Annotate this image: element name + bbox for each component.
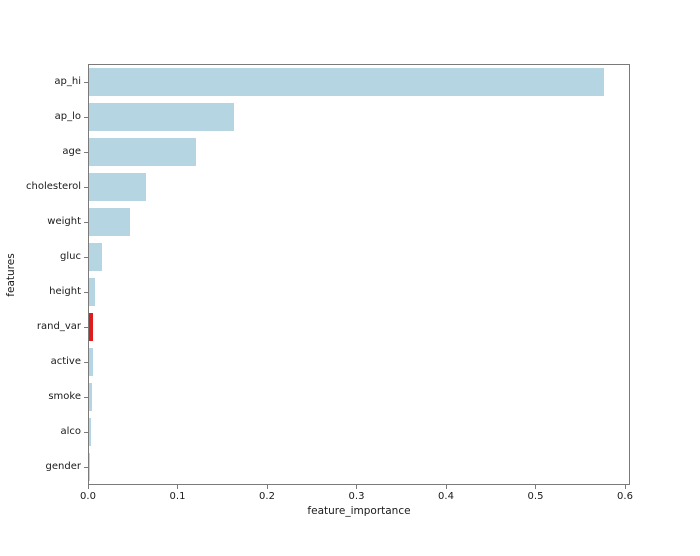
x-tick-label-0.2: 0.2 — [259, 491, 275, 502]
y-tick-mark — [84, 467, 88, 469]
bar-smoke — [89, 383, 92, 412]
x-tick-mark — [535, 485, 537, 489]
y-tick-label-age: age — [62, 145, 81, 157]
y-tick-label-rand_var: rand_var — [36, 321, 81, 333]
x-tick-mark — [266, 485, 268, 489]
x-tick-mark — [356, 485, 358, 489]
bar-weight — [89, 207, 131, 236]
y-tick-mark — [84, 432, 88, 434]
bar-height — [89, 278, 96, 307]
x-tick-label-0.3: 0.3 — [348, 491, 365, 502]
x-tick-mark — [624, 485, 626, 489]
y-tick-mark — [84, 327, 88, 329]
bar-gender — [89, 453, 90, 482]
y-tick-label-gluc: gluc — [60, 250, 81, 262]
y-tick-label-ap_hi: ap_hi — [54, 75, 81, 87]
y-axis-title: features — [5, 252, 17, 297]
bar-gluc — [89, 242, 103, 271]
y-tick-mark — [84, 116, 88, 118]
y-tick-label-active: active — [50, 356, 81, 368]
x-tick-mark — [445, 485, 447, 489]
y-tick-mark — [84, 151, 88, 153]
y-tick-label-height: height — [49, 286, 81, 298]
x-tick-label-0.0: 0.0 — [80, 491, 96, 502]
y-tick-mark — [84, 256, 88, 258]
bar-ap_lo — [89, 102, 234, 131]
y-tick-mark — [84, 221, 88, 223]
bar-rand_var — [89, 313, 94, 342]
x-tick-label-0.6: 0.6 — [617, 491, 633, 502]
y-tick-mark — [84, 397, 88, 399]
y-tick-mark — [84, 292, 88, 294]
x-tick-label-0.1: 0.1 — [169, 491, 186, 502]
bar-age — [89, 137, 197, 166]
y-tick-mark — [84, 362, 88, 364]
y-tick-label-alco: alco — [60, 426, 81, 438]
bar-alco — [89, 418, 91, 447]
y-tick-label-ap_lo: ap_lo — [54, 110, 81, 122]
y-tick-label-gender: gender — [45, 461, 81, 473]
plot-area — [88, 64, 630, 485]
y-tick-mark — [84, 186, 88, 188]
y-tick-mark — [84, 81, 88, 83]
x-tick-label-0.5: 0.5 — [527, 491, 544, 502]
y-tick-label-cholesterol: cholesterol — [26, 180, 81, 192]
x-axis-title: feature_importance — [307, 505, 411, 517]
y-tick-label-weight: weight — [47, 215, 81, 227]
x-tick-mark — [177, 485, 179, 489]
x-tick-mark — [88, 485, 89, 489]
bar-active — [89, 348, 94, 377]
bar-ap_hi — [89, 67, 604, 96]
x-tick-label-0.4: 0.4 — [438, 491, 454, 502]
y-tick-label-smoke: smoke — [48, 391, 81, 403]
bar-cholesterol — [89, 172, 147, 201]
